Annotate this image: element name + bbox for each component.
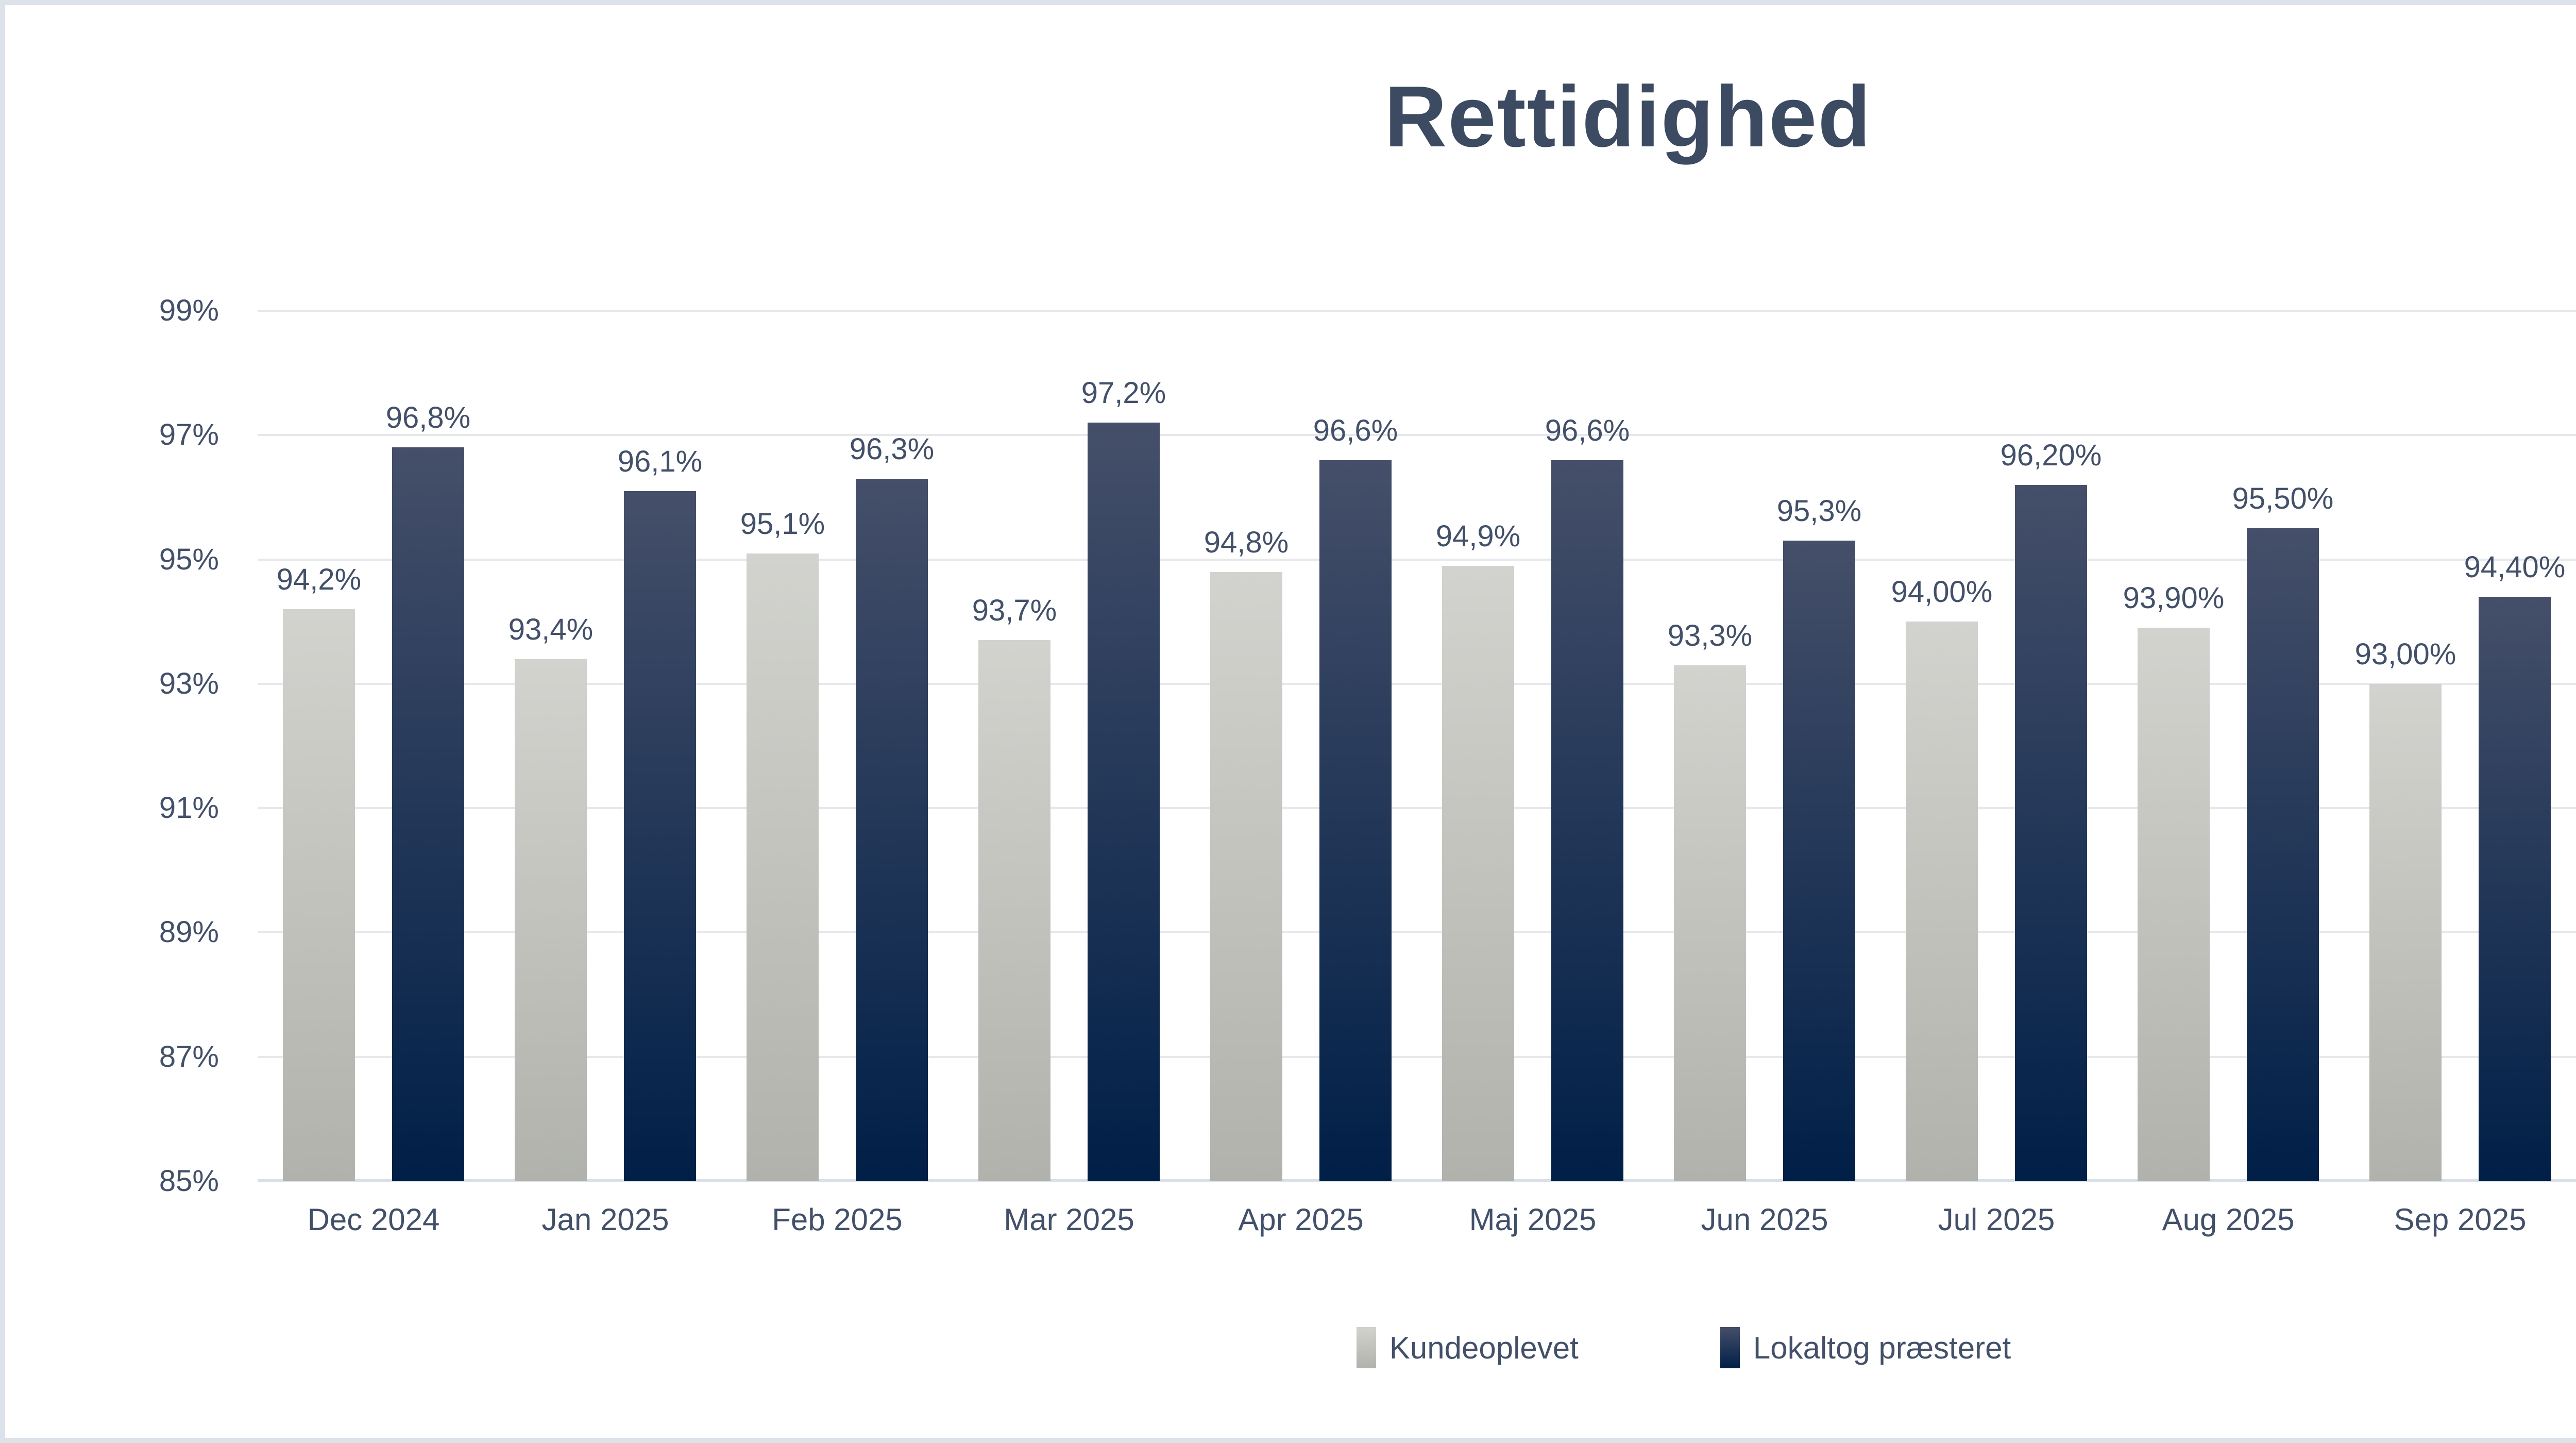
bar-value-label: 96,20% — [2000, 438, 2102, 472]
bar-group-sep-2025: 93,00% 94,40% — [2344, 211, 2576, 1181]
gridline — [258, 310, 2576, 312]
y-axis-tick-label: 99% — [159, 294, 219, 328]
bar-value-label: 96,6% — [1545, 413, 1630, 447]
gridline — [258, 1055, 2576, 1058]
bar-kundeoplevet: 94,2% — [277, 563, 361, 1181]
legend-item-kundeoplevet: Kundeoplevet — [1356, 1327, 1579, 1368]
x-axis-label: Maj 2025 — [1469, 1202, 1597, 1237]
y-axis-tick-label: 97% — [159, 418, 219, 452]
x-axis-label: Apr 2025 — [1238, 1202, 1364, 1237]
bar-group-jun-2025: 93,3% 95,3% — [1649, 211, 1880, 1181]
bar-group-jul-2025: 94,00% 96,20% — [1880, 211, 2112, 1181]
legend: Kundeoplevet Lokaltog præsteret — [5, 1327, 2576, 1368]
bar-kundeoplevet: 94,8% — [1204, 526, 1289, 1181]
x-axis-label: Dec 2024 — [307, 1202, 440, 1237]
bar-value-label: 96,6% — [1313, 413, 1398, 447]
bar-value-label: 94,00% — [1891, 575, 1993, 609]
bar-value-label: 95,3% — [1776, 494, 1862, 528]
y-axis-tick-label: 95% — [159, 542, 219, 576]
legend-label: Lokaltog præsteret — [1753, 1330, 2011, 1365]
bar-value-label: 94,9% — [1435, 519, 1521, 553]
bar-value-label: 93,00% — [2354, 637, 2456, 671]
bar-value-label: 93,7% — [972, 594, 1057, 628]
legend-item-lokaltog-pr-steret: Lokaltog præsteret — [1720, 1327, 2011, 1368]
y-axis-tick-label: 91% — [159, 791, 219, 825]
x-axis-label: Feb 2025 — [772, 1202, 903, 1237]
bar-kundeoplevet: 93,4% — [509, 613, 593, 1181]
bar-group-aug-2025: 93,90% 95,50% — [2112, 211, 2344, 1181]
bar-value-label: 94,8% — [1204, 525, 1289, 559]
bar-lokaltog-pr-steret: 96,8% — [386, 401, 470, 1181]
bar-kundeoplevet: 93,90% — [2123, 581, 2224, 1181]
bar-value-label: 96,1% — [617, 444, 703, 478]
bar-lokaltog-pr-steret: 96,3% — [850, 432, 934, 1181]
bar-value-label: 93,90% — [2123, 581, 2225, 615]
bar-value-label: 94,40% — [2464, 550, 2566, 584]
bar-value-label: 97,2% — [1081, 376, 1166, 410]
bar-value-label: 94,2% — [276, 563, 362, 597]
y-axis-tick-label: 87% — [159, 1039, 219, 1073]
bar-value-label: 93,3% — [1667, 618, 1753, 652]
bar-lokaltog-pr-steret: 96,6% — [1313, 414, 1398, 1181]
bar-kundeoplevet: 93,3% — [1668, 619, 1752, 1181]
bar-value-label: 96,3% — [849, 432, 935, 466]
legend-marker-icon — [1356, 1327, 1376, 1368]
bar-kundeoplevet: 93,7% — [972, 594, 1057, 1181]
bar-kundeoplevet: 93,00% — [2355, 637, 2456, 1181]
bar-lokaltog-pr-steret: 96,20% — [2001, 439, 2102, 1181]
gridline — [258, 931, 2576, 934]
bar-group-feb-2025: 95,1% 96,3% — [721, 211, 953, 1181]
legend-marker-icon — [1720, 1327, 1740, 1368]
bar-lokaltog-pr-steret: 96,6% — [1545, 414, 1630, 1181]
bar-kundeoplevet: 94,9% — [1436, 519, 1520, 1181]
y-axis-tick-label: 85% — [159, 1164, 219, 1198]
bar-lokaltog-pr-steret: 94,40% — [2464, 550, 2565, 1181]
bar-value-label: 93,4% — [508, 612, 594, 646]
y-axis-tick-label: 93% — [159, 666, 219, 700]
bar-value-label: 96,8% — [385, 401, 471, 435]
gridline — [258, 558, 2576, 561]
gridline — [258, 682, 2576, 685]
x-axis-label: Jun 2025 — [1701, 1202, 1828, 1237]
bar-group-apr-2025: 94,8% 96,6% — [1185, 211, 1417, 1181]
bar-value-label: 95,1% — [740, 507, 825, 541]
bar-group-dec-2024: 94,2% 96,8% — [258, 211, 489, 1181]
bar-lokaltog-pr-steret: 95,50% — [2232, 482, 2333, 1181]
bar-kundeoplevet: 94,00% — [1891, 575, 1992, 1181]
y-axis-tick-label: 89% — [159, 915, 219, 949]
x-axis-baseline — [258, 1179, 2576, 1182]
bar-group-mar-2025: 93,7% 97,2% — [953, 211, 1185, 1181]
bar-value-label: 95,50% — [2232, 482, 2334, 516]
x-axis-label: Aug 2025 — [2162, 1202, 2295, 1237]
x-axis-label: Jan 2025 — [541, 1202, 669, 1237]
plot-area: 85% 87% 89% 91% 93% 95% 97% 99% 94,2% 96,8% 93,4%… — [159, 211, 2576, 1198]
bar-kundeoplevet: 95,1% — [740, 507, 825, 1181]
bar-lokaltog-pr-steret: 97,2% — [1081, 376, 1166, 1181]
bar-lokaltog-pr-steret: 95,3% — [1777, 494, 1861, 1181]
gridline — [258, 434, 2576, 437]
gridline — [258, 807, 2576, 810]
bar-group-jan-2025: 93,4% 96,1% — [489, 211, 721, 1181]
bar-lokaltog-pr-steret: 96,1% — [618, 445, 702, 1181]
chart-title: Rettidighed — [1384, 68, 1872, 165]
x-axis-label: Jul 2025 — [1938, 1202, 2055, 1237]
x-axis-label: Mar 2025 — [1004, 1202, 1134, 1237]
x-axis-labels: Dec 2024 Jan 2025 Feb 2025 Mar 2025 Apr 2025… — [258, 1202, 2576, 1237]
legend-label: Kundeoplevet — [1389, 1330, 1579, 1365]
bar-group-maj-2025: 94,9% 96,6% — [1417, 211, 1649, 1181]
x-axis-label: Sep 2025 — [2394, 1202, 2527, 1237]
bar-groups-layer: 94,2% 96,8% 93,4% 96,1% 95,1% 96,3% 93,7% 97,2%… — [258, 211, 2576, 1181]
